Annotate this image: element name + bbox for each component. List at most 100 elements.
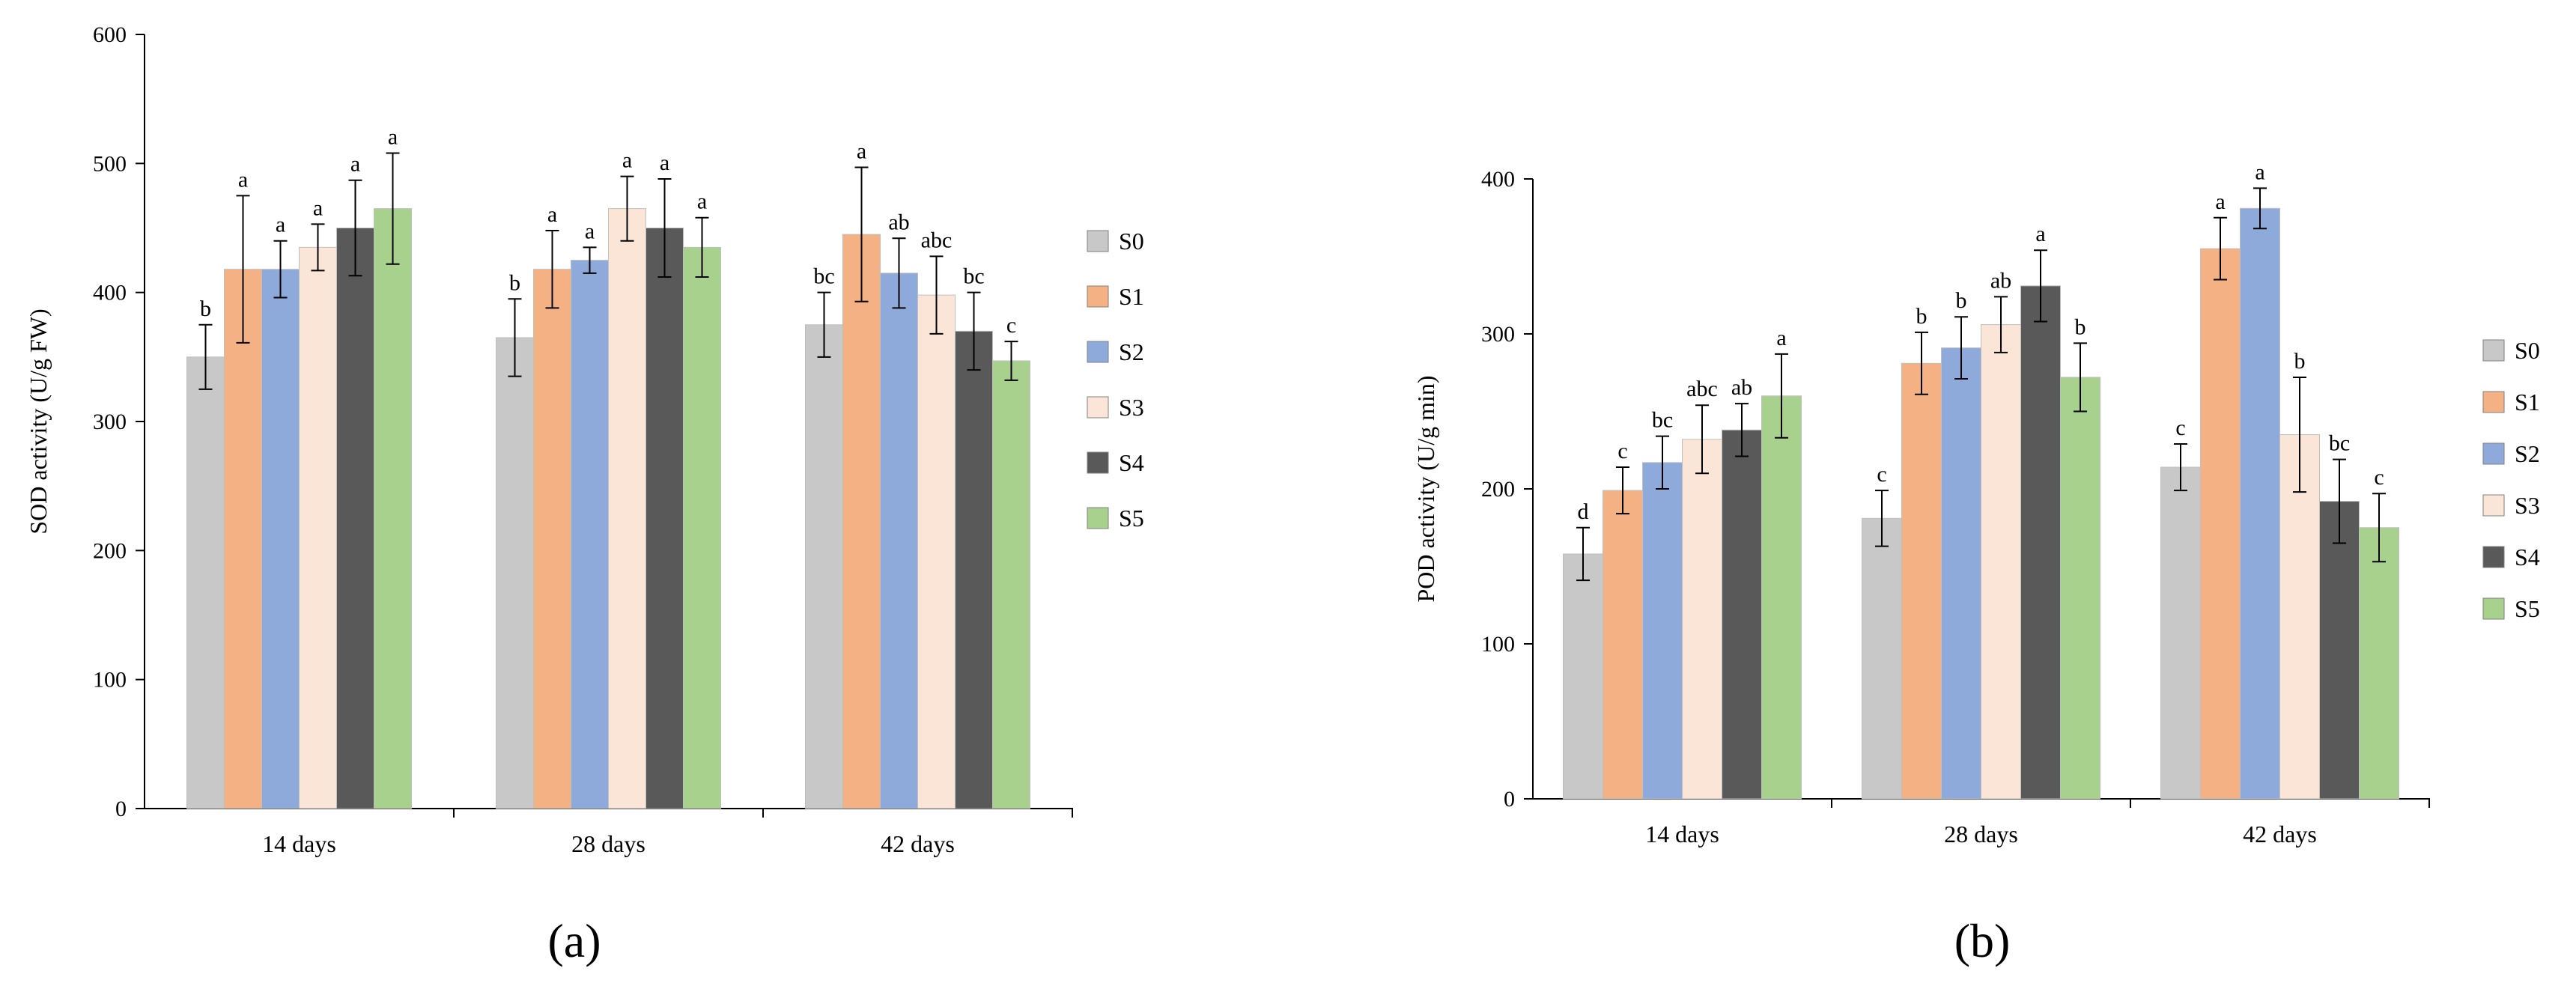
chart1-significance-label: abc: [1686, 377, 1718, 401]
chart0-legend-swatch-s5: [1087, 507, 1109, 529]
chart0-bar-s4: [955, 330, 993, 809]
chart0-significance-label: bc: [813, 264, 834, 289]
chart0-category-label: 42 days: [881, 830, 955, 857]
chart0-legend-label-s4: S4: [1119, 449, 1144, 476]
chart1-category-label: 28 days: [1944, 821, 2018, 847]
chart0-bar-s4: [645, 228, 684, 809]
chart1-bar-s4: [1722, 429, 1762, 800]
chart1-bar-s0: [1563, 553, 1603, 800]
chart1-bar-s1: [1901, 362, 1942, 800]
chart0-bar-s2: [880, 273, 918, 809]
chart1-legend-label-s3: S3: [2515, 492, 2540, 519]
chart0-y-tick-label: 500: [93, 151, 127, 176]
chart1-legend-label-s5: S5: [2515, 595, 2540, 622]
chart0-y-tick-label: 400: [93, 281, 127, 305]
chart0-significance-label: a: [388, 125, 398, 150]
chart0-bar-s3: [299, 246, 337, 809]
chart0-category-label: 14 days: [262, 830, 336, 857]
chart1-bar-s0: [1862, 517, 1902, 800]
chart0-bar-s5: [992, 360, 1030, 809]
chart1-bar-s2: [1642, 462, 1683, 800]
chart1-significance-label: b: [1916, 304, 1928, 329]
chart0-bar-s0: [805, 324, 843, 809]
chart0-legend-label-s0: S0: [1119, 228, 1144, 255]
chart1-legend-swatch-s1: [2482, 391, 2505, 413]
chart0-bar-s1: [533, 269, 571, 809]
chart0-legend-swatch-s3: [1087, 396, 1109, 419]
chart1-significance-label: c: [1617, 439, 1627, 463]
chart1-y-tick-label: 400: [1481, 167, 1515, 192]
chart0-significance-label: a: [350, 152, 360, 177]
chart0-panel-label: (a): [547, 914, 601, 967]
chart1-significance-label: a: [2035, 222, 2045, 246]
chart1-significance-label: bc: [1652, 408, 1673, 433]
chart1-bar-s0: [2160, 466, 2201, 800]
chart0-legend-label-s3: S3: [1119, 394, 1144, 421]
chart1-legend-label-s0: S0: [2515, 337, 2540, 364]
chart1-panel-label: (b): [1954, 914, 2011, 967]
chart0-significance-label: bc: [963, 264, 984, 289]
chart0-y-tick-label: 300: [93, 410, 127, 434]
chart1-bar-s3: [1682, 439, 1722, 800]
chart0-bar-s0: [496, 337, 534, 809]
chart0-y-tick-label: 600: [93, 22, 127, 47]
chart1-significance-label: a: [2255, 159, 2264, 184]
chart0-bar-s1: [842, 234, 881, 809]
chart1-significance-label: ab: [1731, 375, 1752, 400]
chart1-significance-label: a: [2215, 189, 2225, 214]
chart1-significance-label: bc: [2329, 431, 2350, 456]
chart0-significance-label: ab: [888, 210, 909, 234]
chart1-bar-s1: [1603, 490, 1643, 800]
chart0-significance-label: a: [622, 148, 632, 173]
chart1-legend-label-s4: S4: [2515, 544, 2540, 570]
chart1-legend-swatch-s2: [2482, 442, 2505, 465]
chart1-bar-s5: [2359, 527, 2399, 800]
chart0-y-tick-label: 100: [93, 668, 127, 693]
chart0-bar-s3: [608, 208, 646, 809]
chart0-bar-s3: [917, 294, 956, 809]
chart0-bar-s2: [571, 260, 609, 809]
chart1-category-label: 42 days: [2243, 821, 2317, 847]
chart0-legend-label-s1: S1: [1119, 283, 1144, 310]
chart0-significance-label: a: [276, 213, 285, 237]
chart0-legend-swatch-s0: [1087, 230, 1109, 252]
chart0-significance-label: a: [660, 150, 669, 175]
chart0-bar-s2: [261, 269, 300, 809]
chart1-bar-s2: [2240, 207, 2280, 800]
chart0-significance-label: b: [200, 296, 211, 321]
chart1-y-axis-label: POD activity (U/g min): [1412, 375, 1439, 602]
chart1-legend-label-s1: S1: [2515, 389, 2540, 416]
chart1-y-tick-label: 100: [1481, 632, 1515, 657]
chart0-significance-label: a: [313, 195, 323, 220]
chart1-bar-s5: [2060, 377, 2100, 800]
chart1-y-tick-label: 0: [1504, 787, 1515, 812]
chart0-significance-label: a: [697, 189, 707, 214]
chart0-bar-s4: [336, 228, 374, 809]
chart0-category-label: 28 days: [571, 830, 645, 857]
chart1-y-tick-label: 300: [1481, 322, 1515, 347]
chart1-significance-label: b: [1956, 288, 1967, 313]
chart0-bar-s5: [374, 208, 412, 809]
chart1-significance-label: a: [1776, 326, 1786, 350]
chart0-significance-label: c: [1006, 313, 1016, 338]
chart0-significance-label: a: [238, 167, 248, 192]
chart0-y-tick-label: 0: [115, 797, 127, 821]
chart1-significance-label: c: [2374, 465, 2384, 490]
chart0-significance-label: b: [509, 270, 520, 295]
chart1-y-tick-label: 200: [1481, 477, 1515, 502]
chart1-bar-s1: [2200, 248, 2241, 800]
chart1-significance-label: b: [2075, 314, 2086, 339]
chart0-legend-swatch-s4: [1087, 451, 1109, 474]
chart0-bar-s1: [224, 269, 262, 809]
chart0-bar-s0: [186, 356, 225, 809]
chart0-significance-label: abc: [921, 228, 953, 252]
chart1-legend-swatch-s5: [2482, 597, 2505, 620]
chart1-significance-label: c: [1877, 462, 1886, 487]
chart0-y-axis-label: SOD activity (U/g FW): [25, 308, 52, 534]
chart0-significance-label: a: [547, 202, 557, 227]
chart1-bar-s4: [2020, 285, 2061, 800]
chart1-bar-s3: [1981, 324, 2021, 800]
chart1-legend-label-s2: S2: [2515, 440, 2540, 467]
chart0-legend-label-s5: S5: [1119, 505, 1144, 532]
